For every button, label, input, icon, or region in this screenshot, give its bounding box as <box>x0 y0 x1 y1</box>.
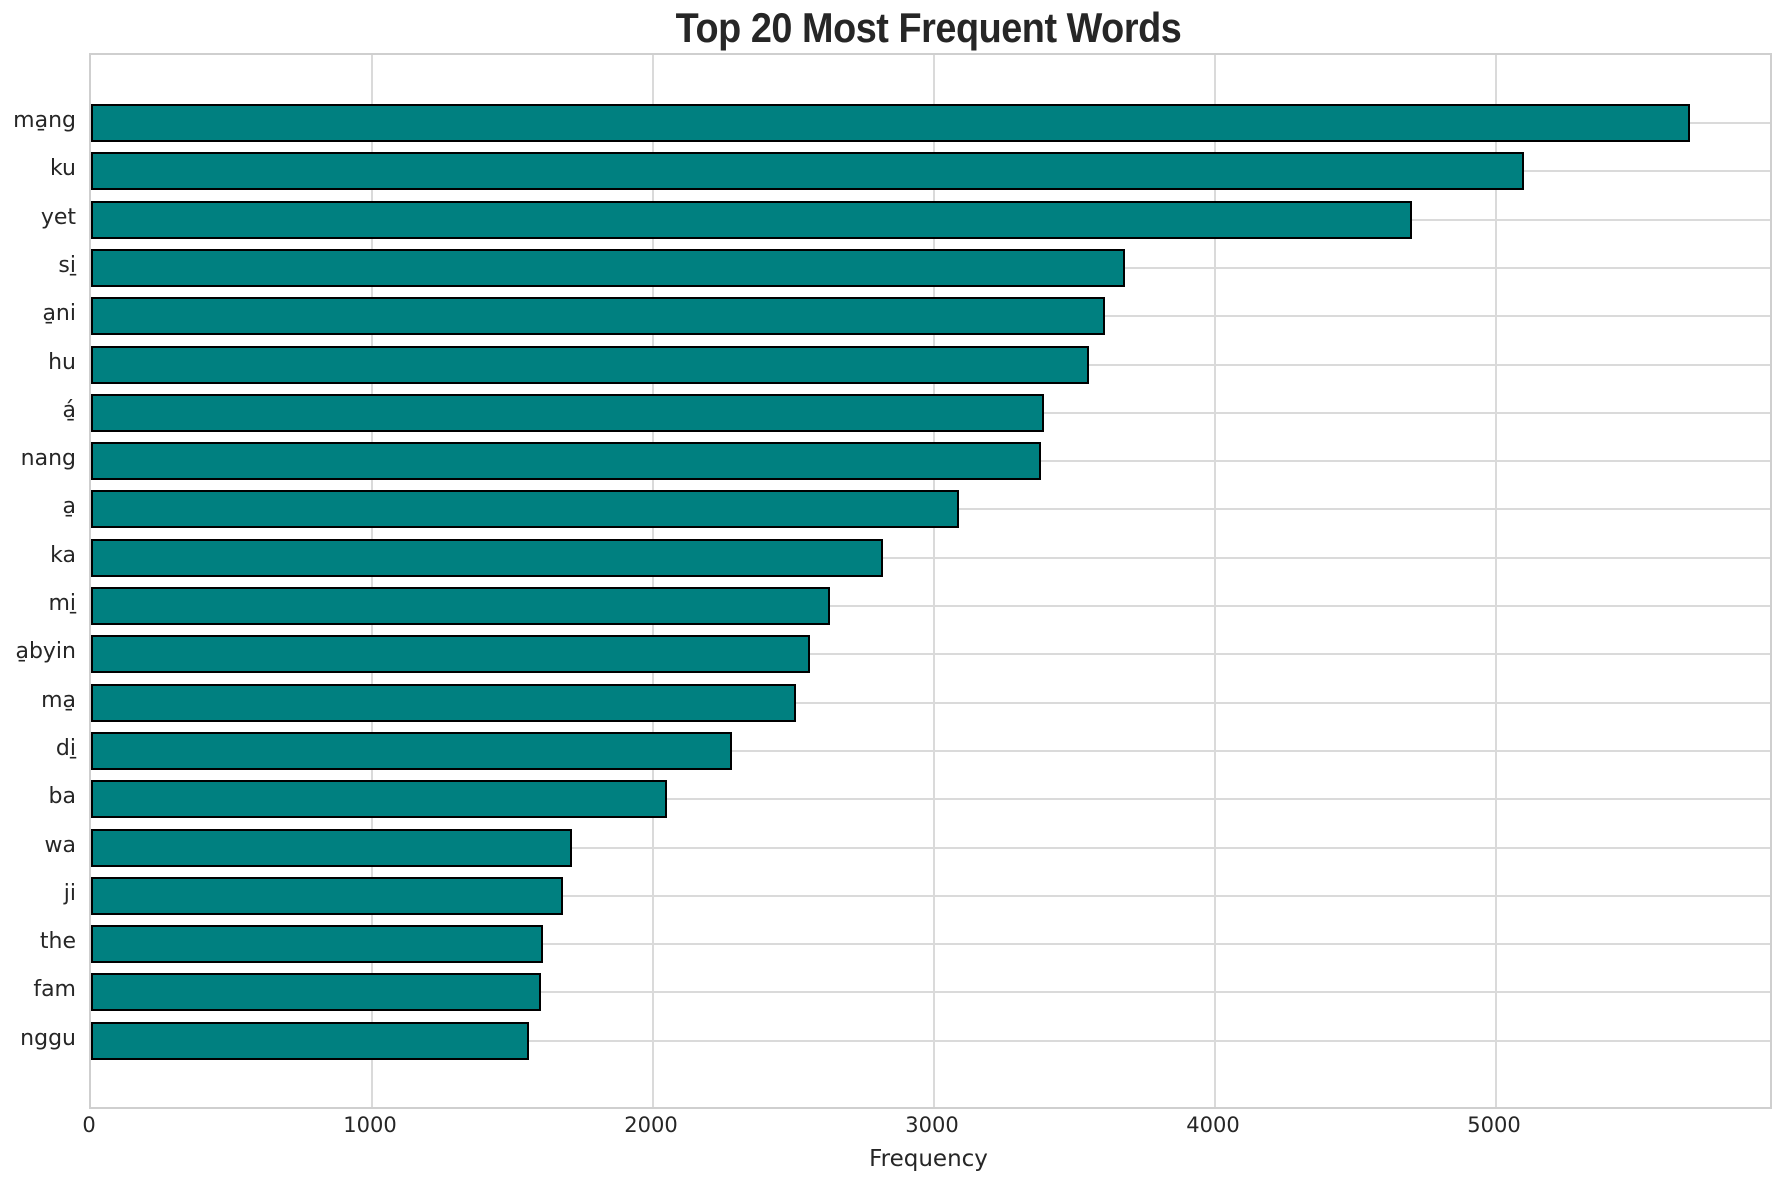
gridline-horizontal <box>91 605 1770 607</box>
gridline-horizontal <box>91 701 1770 704</box>
bar-ji <box>91 876 564 915</box>
x-axis-label: Frequency <box>869 1146 988 1172</box>
y-tick-label: ku <box>49 156 76 182</box>
plot-area <box>89 53 1772 1109</box>
y-tick-label: ji <box>63 880 76 906</box>
gridline-vertical <box>652 55 654 1107</box>
bar-mi̱ <box>91 587 831 625</box>
gridline-horizontal <box>91 991 1770 994</box>
y-tick-label: a̱byin <box>15 639 76 665</box>
y-tick-label: a̱ <box>62 494 76 520</box>
gridline-horizontal <box>91 1039 1770 1042</box>
gridline-vertical <box>371 55 373 1107</box>
gridline-horizontal <box>91 798 1770 801</box>
y-tick-label: nang <box>20 446 76 472</box>
y-tick-label: ma̱ <box>41 687 76 713</box>
y-tick-label: nggu <box>20 1025 76 1051</box>
bar-ku <box>91 152 1525 191</box>
y-tick-label: the <box>39 929 76 955</box>
y-tick-label: yet <box>40 204 76 230</box>
bar-wa <box>91 828 572 867</box>
bar-si̱ <box>91 248 1126 287</box>
gridline-vertical <box>1495 55 1498 1107</box>
bar-the <box>91 925 544 964</box>
gridline-horizontal <box>91 846 1770 849</box>
bar-á̱ <box>91 393 1044 432</box>
y-tick-label: á̱ <box>62 397 76 423</box>
gridline-horizontal <box>91 894 1770 897</box>
bar-a̱byin <box>91 635 811 674</box>
bar-hu <box>91 345 1089 384</box>
bar-a̱ <box>91 490 960 529</box>
y-tick-label: ka <box>50 542 76 568</box>
y-tick-label: mi̱ <box>48 591 76 616</box>
bar-yet <box>91 200 1412 239</box>
gridline-horizontal <box>91 653 1770 656</box>
y-tick-label: ma̱ng <box>13 108 76 133</box>
x-tick-label: 5000 <box>1467 1113 1521 1137</box>
bar-ka <box>91 538 884 577</box>
bar-nggu <box>91 1021 530 1060</box>
y-tick-label: hu <box>48 349 76 375</box>
bar-ba <box>91 780 668 819</box>
x-tick-label: 4000 <box>1186 1113 1240 1137</box>
y-tick-label: ba <box>48 784 76 810</box>
bar-nang <box>91 442 1041 481</box>
x-tick-label: 1000 <box>343 1113 397 1137</box>
bar-di̱ <box>91 731 732 770</box>
gridline-horizontal <box>91 749 1770 752</box>
y-tick-label: di̱ <box>55 735 76 761</box>
x-tick-label: 2000 <box>624 1113 678 1137</box>
bar-ma̱ <box>91 683 797 722</box>
y-tick-label: a̱ni <box>42 301 76 327</box>
chart-title: Top 20 Most Frequent Words <box>675 4 1182 51</box>
bar-ma̱ng <box>91 104 1690 142</box>
gridline-vertical <box>1214 55 1217 1107</box>
bar-a̱ni <box>91 297 1106 336</box>
gridline-horizontal <box>91 556 1770 559</box>
y-tick-label: si̱ <box>58 252 76 278</box>
gridline-vertical <box>933 55 935 1107</box>
gridline-horizontal <box>91 943 1770 946</box>
x-tick-label: 3000 <box>905 1113 959 1137</box>
y-tick-label: wa <box>44 832 76 858</box>
y-tick-label: fam <box>33 977 76 1003</box>
bar-fam <box>91 973 541 1012</box>
x-tick-label: 0 <box>82 1113 96 1137</box>
